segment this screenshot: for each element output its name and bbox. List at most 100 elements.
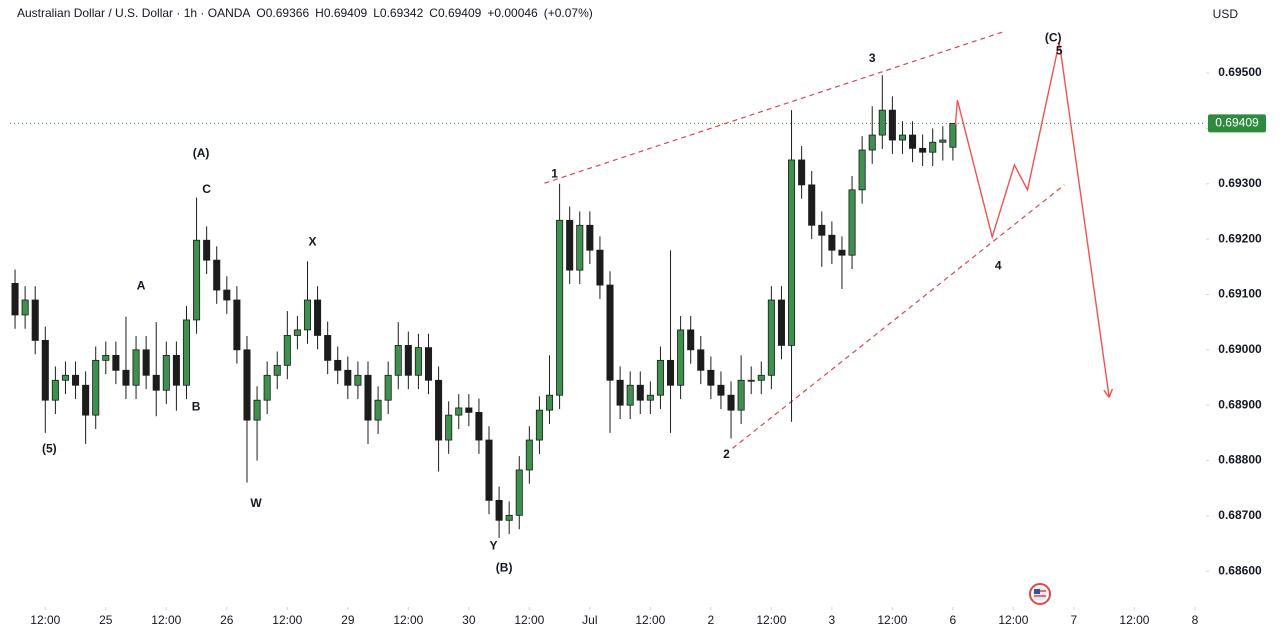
candle-body [132, 349, 140, 386]
x-tick-label: 12:00 [30, 613, 60, 627]
candle-body [848, 189, 856, 256]
ohlc-key: L [373, 6, 380, 20]
wave-label: 5 [1056, 44, 1063, 58]
y-tick-label: 0.68900 [1218, 397, 1262, 411]
candle-body [82, 384, 90, 416]
candle-body [475, 411, 483, 441]
candle-body [505, 514, 513, 521]
candle-body [142, 349, 150, 376]
candle-body [283, 335, 291, 366]
candle-body [818, 224, 826, 236]
y-tick-label: 0.68800 [1218, 453, 1262, 467]
candle-body [777, 299, 785, 346]
candle-body [626, 384, 634, 406]
candle-body [576, 224, 584, 271]
x-tick-label: 25 [99, 613, 113, 627]
candle-body [515, 469, 523, 516]
candle-body [898, 134, 906, 141]
candle-body [61, 374, 69, 381]
x-tick-label: 12:00 [272, 613, 302, 627]
candle-body [51, 379, 59, 401]
x-tick-label: 12:00 [756, 613, 786, 627]
candle-body [102, 354, 110, 361]
candle-body [757, 374, 765, 381]
candle-body [737, 379, 745, 411]
candle-body [324, 335, 332, 361]
candle-body [888, 109, 896, 141]
candle-body [868, 134, 876, 151]
candle-body [677, 329, 685, 386]
chart-legend: Australian Dollar / U.S. Dollar · 1h · O… [17, 6, 593, 20]
candle-body [182, 319, 191, 386]
candle-body [828, 234, 836, 251]
candle-body [344, 369, 352, 386]
x-tick-label: 12:00 [998, 613, 1028, 627]
ohlc-value: 0.69366 [265, 6, 310, 20]
y-tick-label: 0.69300 [1218, 176, 1262, 190]
wave-label: (5) [42, 442, 57, 456]
last-price-badge [1208, 114, 1266, 133]
ohlc-value: 0.69342 [379, 6, 424, 20]
y-tick-label: 0.68700 [1218, 508, 1262, 522]
y-tick-label: 0.69200 [1218, 231, 1262, 245]
candle-body [41, 340, 49, 401]
last-price-label: 0.69409 [1215, 116, 1259, 130]
candle-body [465, 407, 473, 413]
currency-button[interactable]: USD [1212, 7, 1238, 21]
wave-label: C [202, 182, 211, 196]
candle-body [727, 394, 735, 411]
candle-body [636, 384, 644, 401]
candle-body [909, 134, 917, 149]
candle-body [253, 399, 261, 421]
candle-body [92, 359, 100, 416]
candle-body [798, 159, 806, 186]
change: +0.00046 [487, 6, 538, 20]
candle-body [152, 374, 160, 391]
wave-label: W [250, 496, 262, 510]
candle-body [767, 299, 775, 376]
candle-body [72, 374, 80, 386]
ohlc-key: H [315, 6, 324, 20]
candle-body [314, 299, 322, 336]
candle-body [535, 409, 543, 441]
candle-body [203, 239, 211, 261]
candle-body [878, 109, 886, 136]
candle-body [525, 439, 533, 471]
wave-label: B [192, 400, 201, 414]
ohlc-value: 0.69409 [323, 6, 368, 20]
candle-body [596, 249, 604, 286]
candle-body [31, 299, 39, 341]
candle-body [374, 399, 382, 421]
candle-body [949, 123, 957, 148]
candle-body [243, 349, 251, 421]
candle-body [364, 374, 372, 421]
candle-body [354, 374, 362, 386]
ohlc-key: O [256, 6, 266, 20]
candle-body [334, 359, 342, 371]
y-tick-label: 0.69500 [1218, 65, 1262, 79]
x-tick-label: 8 [1192, 613, 1199, 627]
candle-body [606, 284, 614, 381]
candle-body [122, 369, 130, 386]
y-tick-label: 0.69000 [1218, 342, 1262, 356]
y-tick-label: 0.68600 [1218, 563, 1262, 577]
candle-body [404, 344, 412, 376]
candle-body [485, 439, 493, 501]
wave-label: A [137, 278, 146, 292]
candle-body [162, 354, 170, 391]
x-tick-label: 12:00 [635, 613, 665, 627]
x-tick-label: 6 [950, 613, 957, 627]
candle-body [939, 139, 947, 143]
candle-body [21, 299, 29, 316]
candle-body [293, 329, 301, 336]
x-tick-label: 12:00 [877, 613, 907, 627]
wave-label: 1 [551, 167, 558, 181]
x-tick-label: 2 [708, 613, 715, 627]
x-tick-label: 12:00 [151, 613, 181, 627]
candle-body [455, 407, 463, 416]
candle-body [424, 347, 433, 381]
candle-body [697, 349, 705, 371]
candle-body [858, 149, 866, 191]
candle-body [566, 219, 574, 271]
